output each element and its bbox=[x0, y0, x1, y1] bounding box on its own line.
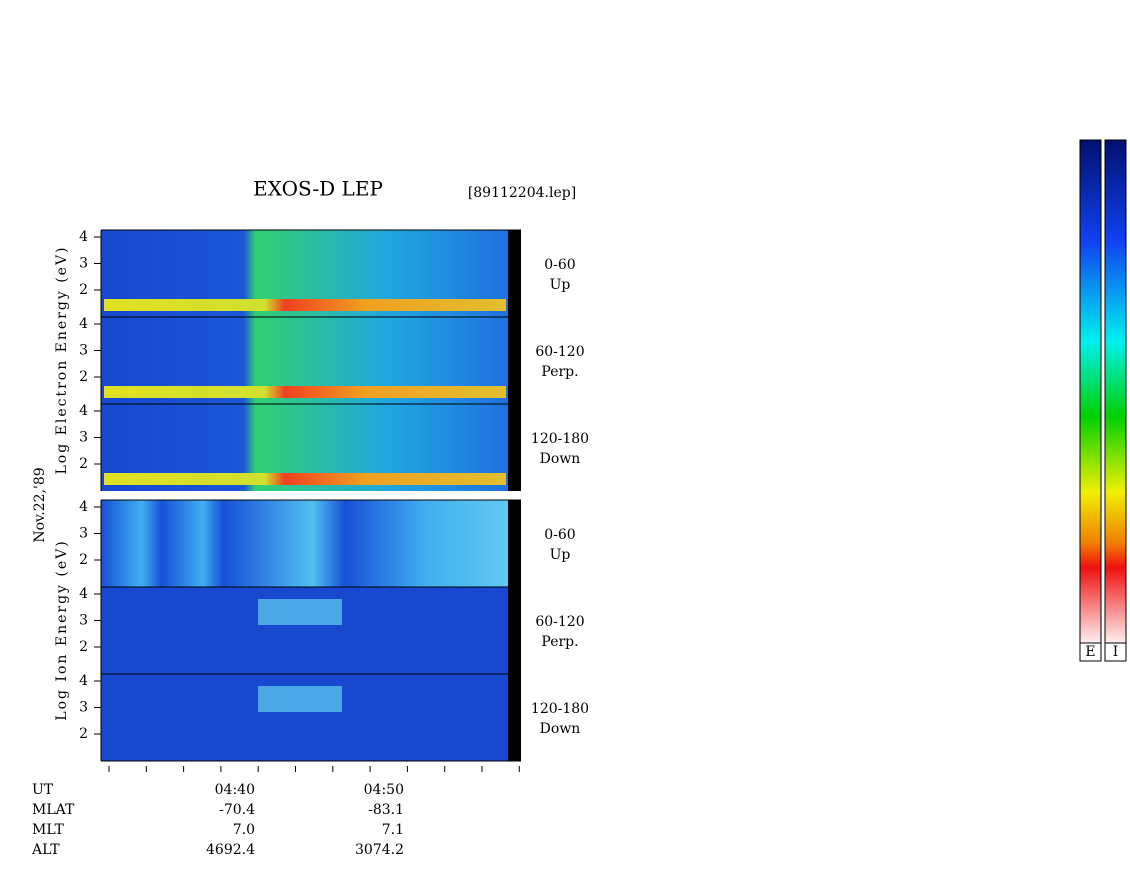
color-bar-label-box bbox=[1079, 642, 1102, 662]
color-bar bbox=[1104, 139, 1127, 644]
pitch-angle: 120-180 bbox=[531, 701, 589, 717]
color-bar-label: I bbox=[1113, 644, 1119, 660]
orbit-cell: 04:40 bbox=[215, 782, 255, 798]
orbit-cell: MLT bbox=[32, 822, 64, 838]
direction: Perp. bbox=[541, 634, 578, 650]
pitch-angle: 0-60 bbox=[544, 527, 575, 543]
orbit-cell: -83.1 bbox=[368, 802, 404, 818]
data-gap bbox=[508, 230, 521, 317]
file-name: [89112204.lep] bbox=[468, 185, 576, 201]
orbit-cell: ALT bbox=[31, 842, 60, 858]
y-tick-label: 3 bbox=[79, 526, 88, 542]
direction: Up bbox=[550, 547, 571, 563]
direction: Up bbox=[550, 277, 571, 293]
orbit-cell: MLAT bbox=[32, 802, 75, 818]
data-gap bbox=[508, 500, 521, 587]
color-bar-label-box bbox=[1104, 642, 1127, 662]
orbit-cell: -70.4 bbox=[219, 802, 255, 818]
pitch-angle: 60-120 bbox=[535, 614, 584, 630]
y-tick-label: 2 bbox=[79, 456, 88, 472]
pitch-angle: 0-60 bbox=[544, 257, 575, 273]
y-tick-label: 4 bbox=[79, 673, 88, 689]
orbit-cell: UT bbox=[32, 782, 54, 798]
orbit-cell: 4692.4 bbox=[206, 842, 255, 858]
y-tick-label: 3 bbox=[79, 256, 88, 272]
y-tick-label: 2 bbox=[79, 639, 88, 655]
y-tick-label: 4 bbox=[79, 403, 88, 419]
direction: Perp. bbox=[541, 364, 578, 380]
y-tick-label: 2 bbox=[79, 282, 88, 298]
color-bar bbox=[1079, 139, 1102, 644]
y-tick-label: 3 bbox=[79, 343, 88, 359]
pitch-angle: 60-120 bbox=[535, 344, 584, 360]
y-tick-label: 2 bbox=[79, 552, 88, 568]
data-gap bbox=[508, 317, 521, 404]
data-gap bbox=[508, 674, 521, 761]
orbit-table: UT 04:40 04:50 MLAT -70.4 -83.1 MLT 7.0 7.1 ALT 46… bbox=[31, 782, 404, 858]
y-tick-label: 4 bbox=[79, 316, 88, 332]
y-tick-label: 3 bbox=[79, 430, 88, 446]
y-tick-label: 2 bbox=[79, 726, 88, 742]
ion-axis-label: Log Ion Energy (eV) bbox=[54, 539, 70, 720]
y-tick-label: 3 bbox=[79, 613, 88, 629]
y-tick-label: 4 bbox=[79, 229, 88, 245]
orbit-cell: 7.0 bbox=[233, 822, 255, 838]
electron-axis-label: Log Electron Energy (eV) bbox=[54, 245, 70, 474]
color-bar-label: E bbox=[1085, 644, 1095, 660]
direction: Down bbox=[540, 451, 581, 467]
y-tick-label: 2 bbox=[79, 369, 88, 385]
data-gap bbox=[508, 404, 521, 491]
spectrogram-feature bbox=[258, 599, 342, 625]
spectrogram bbox=[101, 500, 508, 587]
spectrogram-feature bbox=[258, 686, 342, 712]
orbit-cell: 04:50 bbox=[364, 782, 404, 798]
pitch-angle: 120-180 bbox=[531, 431, 589, 447]
data-gap bbox=[508, 587, 521, 674]
spectrogram-band bbox=[104, 473, 506, 485]
direction: Down bbox=[540, 721, 581, 737]
spectrogram-band bbox=[104, 386, 506, 398]
orbit-cell: 3074.2 bbox=[355, 842, 404, 858]
orbit-cell: 7.1 bbox=[382, 822, 404, 838]
y-tick-label: 3 bbox=[79, 700, 88, 716]
date-label: Nov.22,'89 bbox=[32, 467, 48, 542]
spectrogram-band bbox=[104, 299, 506, 311]
title: EXOS-D LEP bbox=[253, 177, 383, 201]
y-tick-label: 4 bbox=[79, 499, 88, 515]
spectrogram-panels: 4 3 2 0-60 Up 4 3 2 60-120 Perp. 4 3 2 120-180 Down 4 3 2… bbox=[79, 229, 589, 772]
y-tick-label: 4 bbox=[79, 586, 88, 602]
